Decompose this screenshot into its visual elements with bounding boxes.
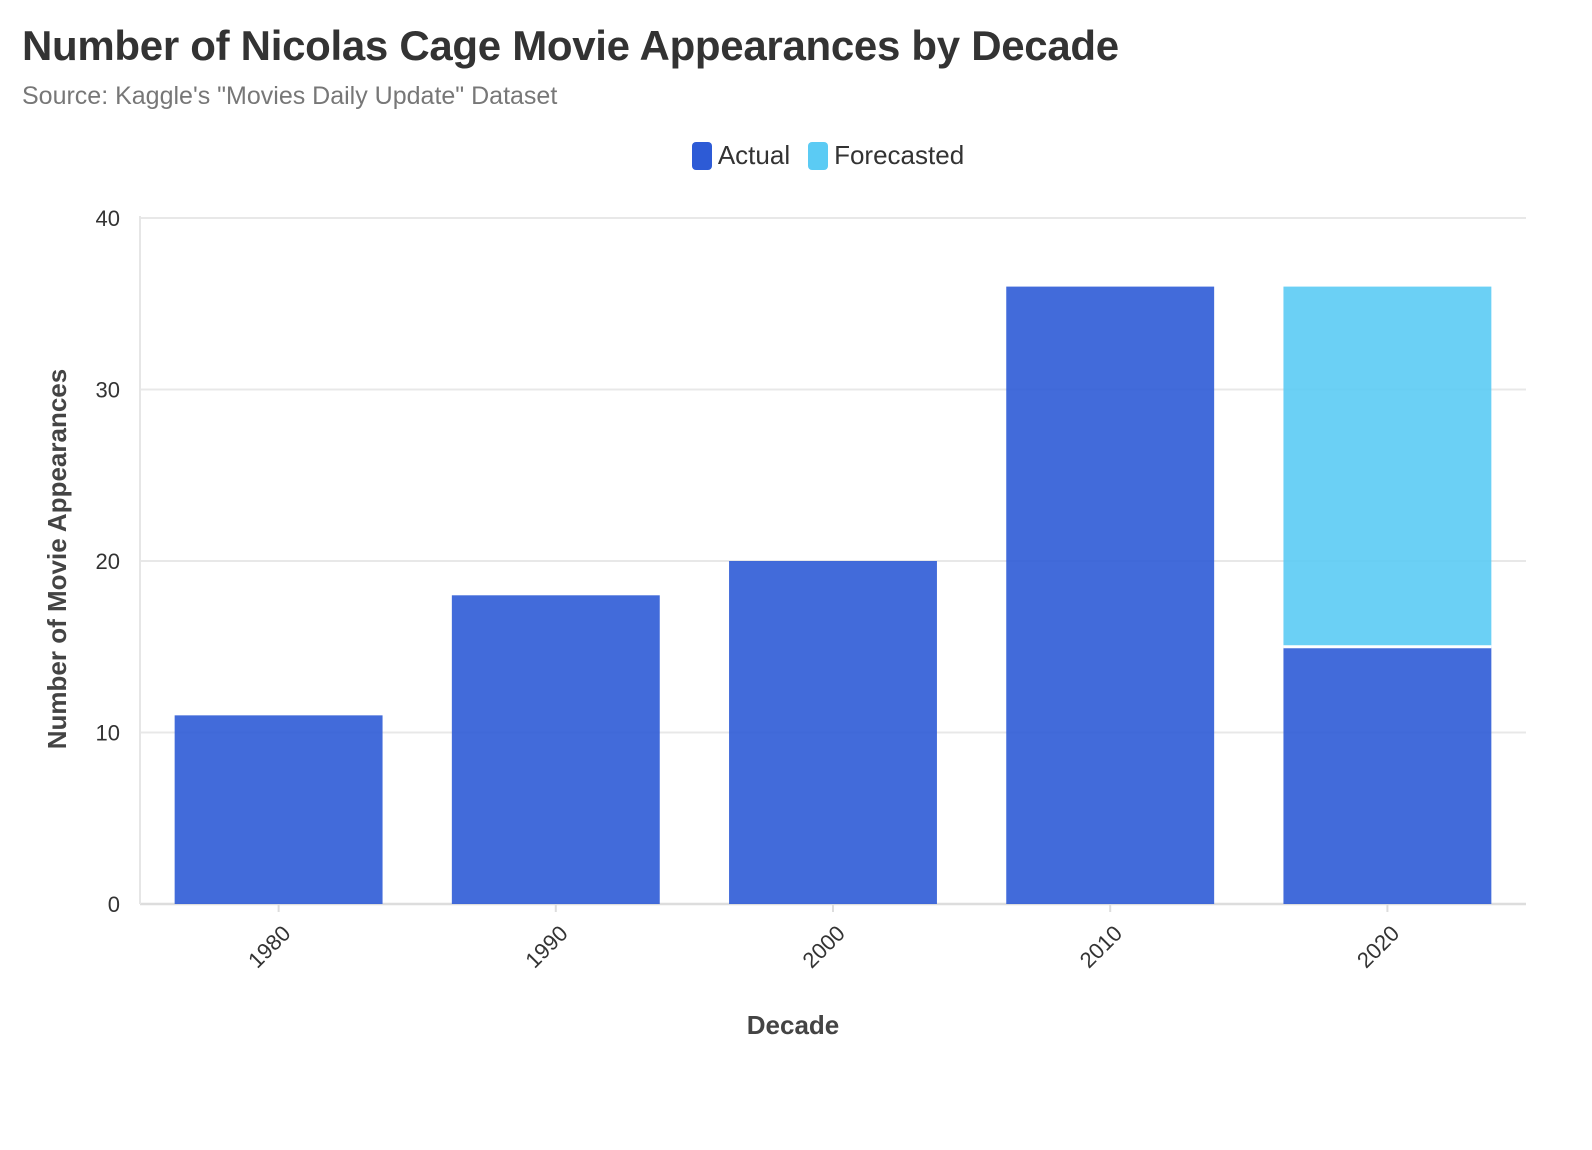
x-axis-title: Decade [747, 1010, 840, 1040]
x-tick-label: 2020 [1352, 921, 1404, 973]
legend-label-actual: Actual [717, 140, 791, 170]
y-tick-label: 40 [96, 206, 120, 231]
bar-actual-2000 [729, 561, 937, 904]
y-tick-label: 30 [96, 378, 120, 403]
x-tick-label: 2010 [1075, 921, 1127, 973]
legend-label-forecasted: Forecasted [834, 140, 965, 170]
legend-swatch-forecasted [808, 141, 829, 170]
bar-actual-2010 [1006, 286, 1215, 905]
x-tick-label: 1990 [520, 921, 572, 973]
y-axis-title: Number of Movie Appearances [42, 369, 72, 749]
legend-item-forecasted[interactable]: Forecasted [808, 140, 964, 171]
bar-actual-1980 [174, 715, 383, 904]
bar-actual-2020 [1283, 646, 1492, 904]
y-tick-label: 20 [96, 549, 120, 574]
legend-item-actual[interactable]: Actual [691, 140, 791, 171]
x-tick-label: 1980 [243, 921, 295, 973]
y-tick-label: 0 [108, 892, 120, 917]
bar-actual-1990 [451, 595, 660, 904]
chart-title: Number of Nicolas Cage Movie Appearances… [22, 22, 1119, 69]
chart-subtitle: Source: Kaggle's "Movies Daily Update" D… [22, 82, 558, 110]
bar-forecasted-2020 [1283, 286, 1492, 647]
legend-swatch-actual [691, 141, 712, 170]
y-tick-label: 10 [96, 721, 120, 746]
chart-legend: Actual Forecasted [0, 140, 1592, 171]
x-tick-label: 2000 [798, 921, 850, 973]
